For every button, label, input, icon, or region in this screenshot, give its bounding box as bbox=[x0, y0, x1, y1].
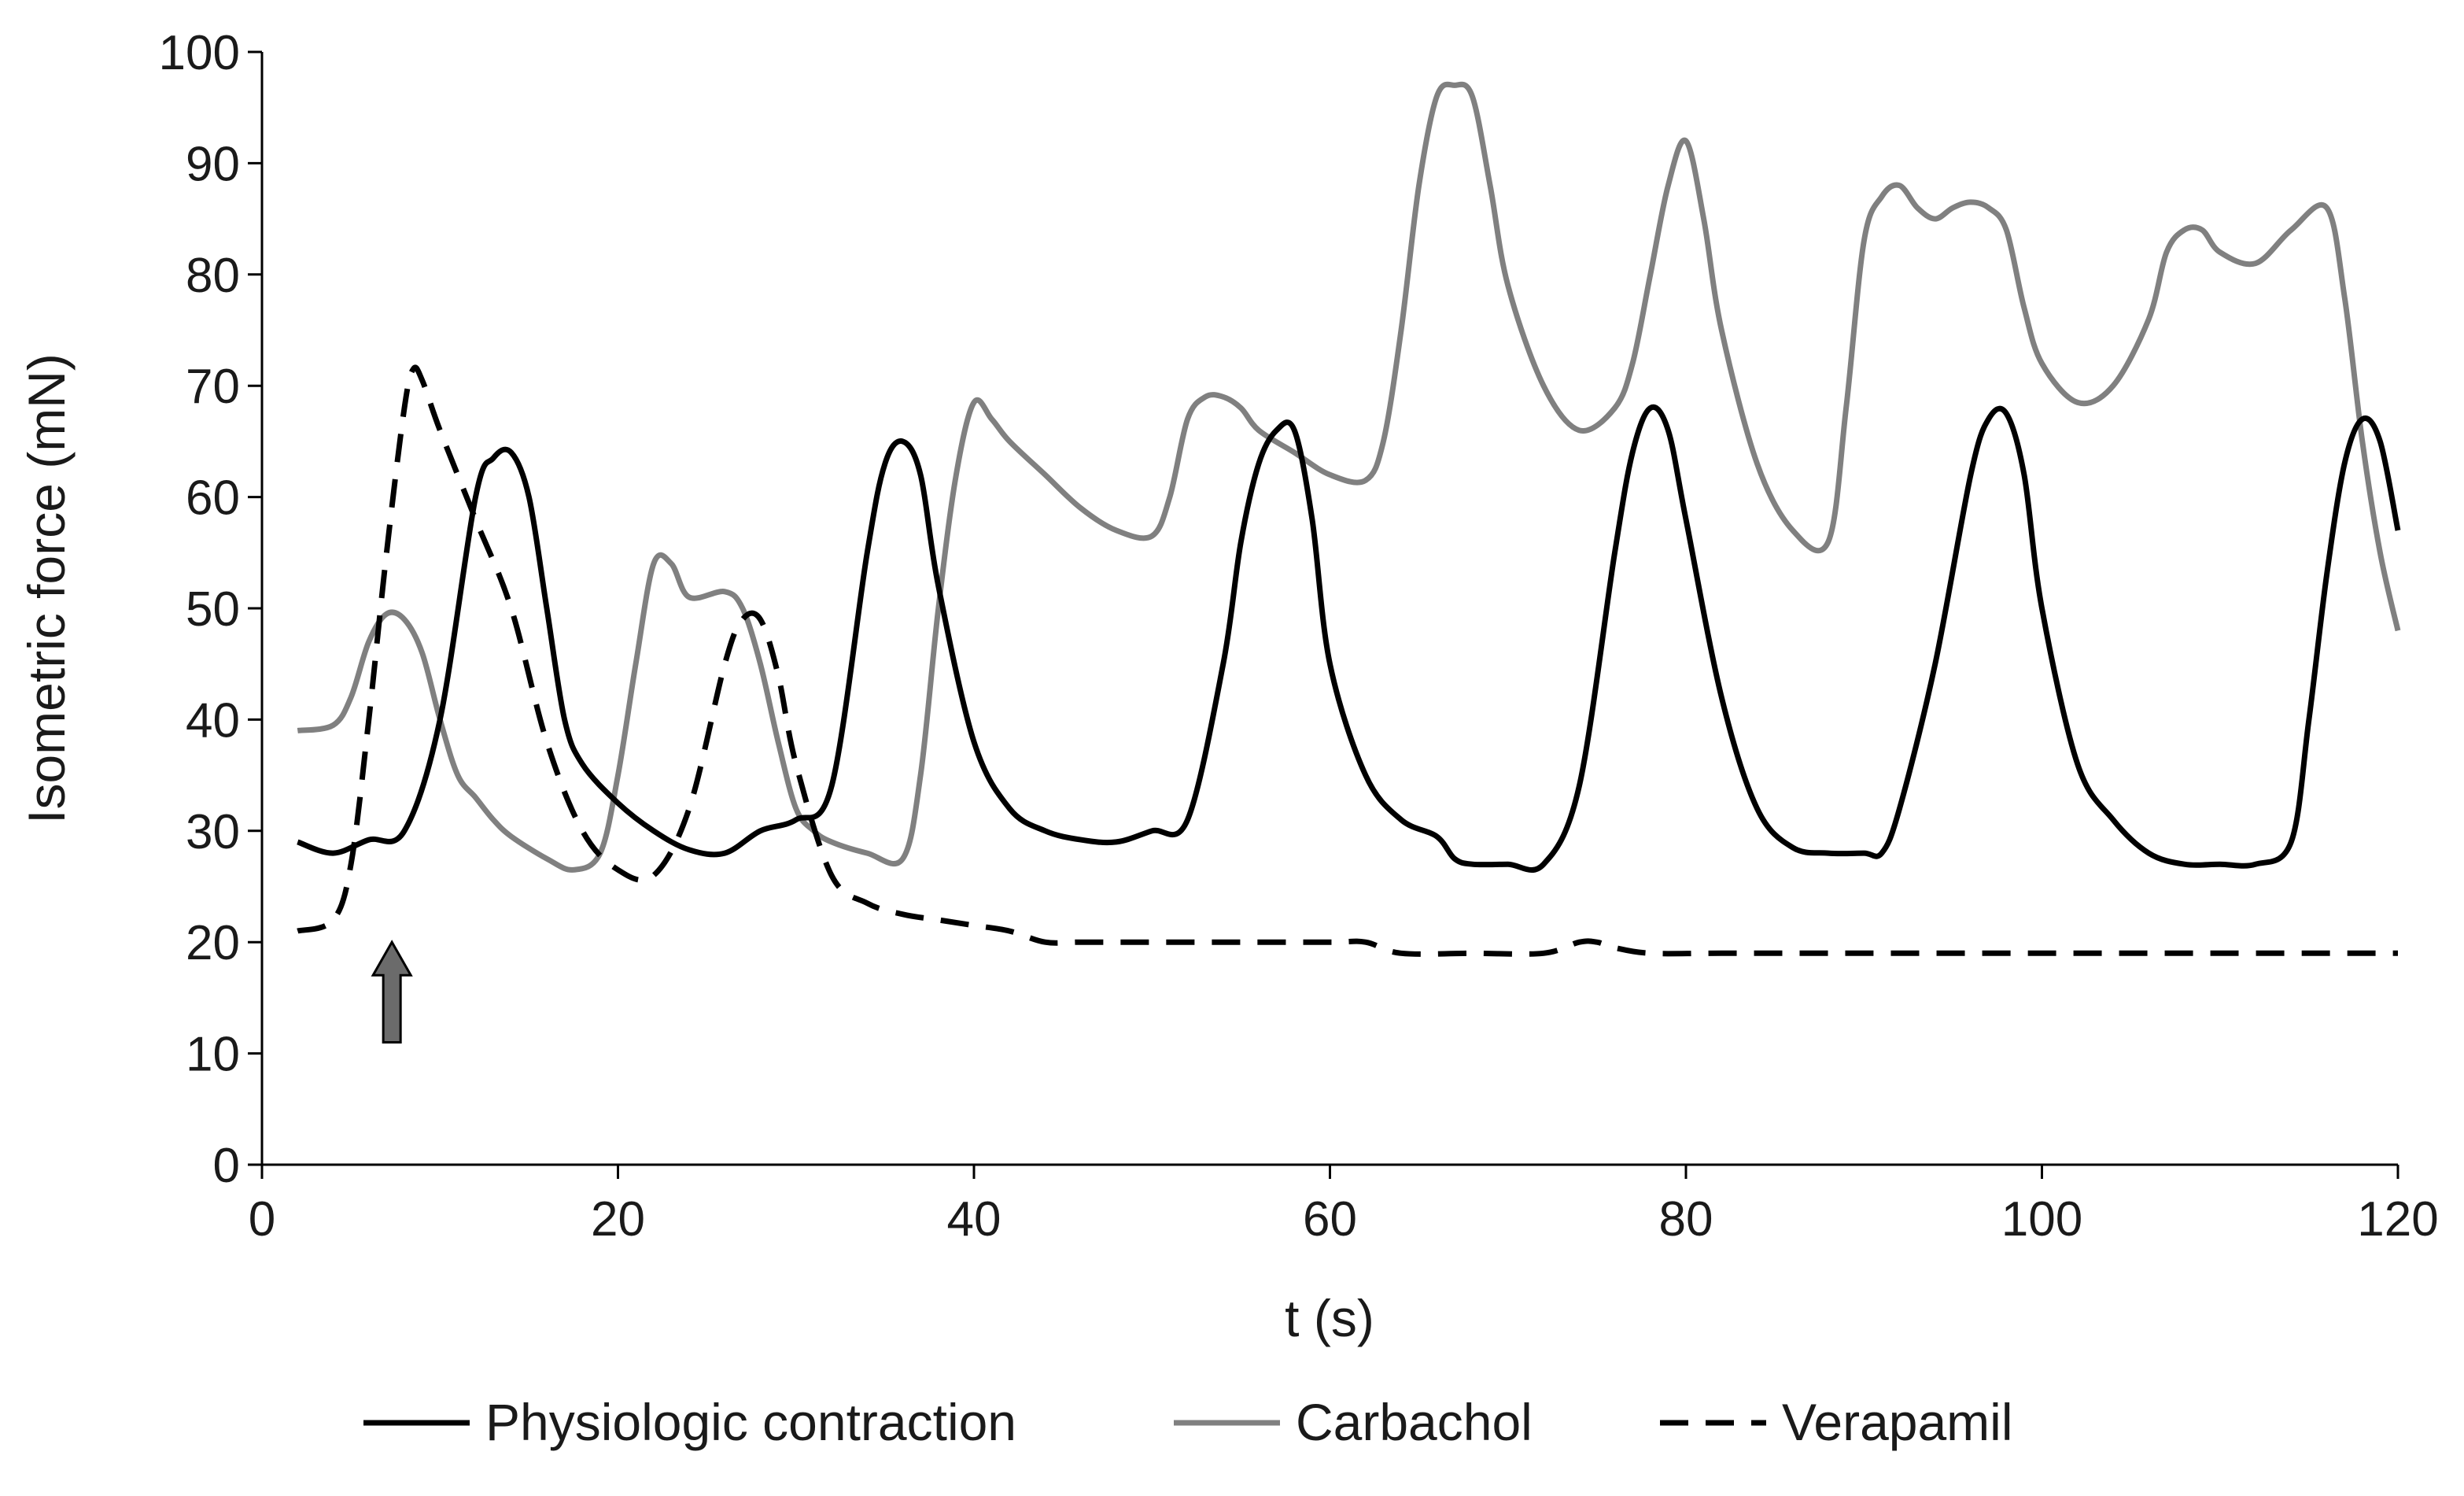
series-lines bbox=[297, 81, 2401, 957]
arrow-up-icon bbox=[371, 940, 413, 1044]
x-tick-label: 20 bbox=[591, 1192, 645, 1247]
legend: Physiologic contraction Carbachol Verapami… bbox=[363, 1393, 2013, 1451]
y-tick-label: 80 bbox=[186, 249, 240, 303]
legend-label: Physiologic contraction bbox=[485, 1393, 1016, 1451]
y-tick-label: 40 bbox=[186, 693, 240, 748]
y-tick-label: 60 bbox=[186, 471, 240, 526]
x-axis-title: t (s) bbox=[1285, 1289, 1374, 1347]
y-tick-label: 70 bbox=[186, 360, 240, 414]
x-tick-label: 0 bbox=[249, 1192, 275, 1247]
y-tick-label: 10 bbox=[186, 1028, 240, 1082]
y-tick-label: 90 bbox=[186, 137, 240, 191]
x-tick-label: 60 bbox=[1303, 1192, 1357, 1247]
y-tick-label: 20 bbox=[186, 916, 240, 970]
x-tick-label: 40 bbox=[947, 1192, 1001, 1247]
legend-label: Verapamil bbox=[1782, 1393, 2013, 1451]
y-tick-label: 0 bbox=[213, 1139, 240, 1193]
series-line-carbachol bbox=[297, 81, 2401, 873]
axes: 0 10 20 30 40 50 60 70 80 90 100 0 20 40 60 80 100 120 bbox=[159, 26, 2439, 1247]
y-tick-label: 100 bbox=[159, 26, 240, 80]
series-line-physiologic-contraction bbox=[297, 404, 2401, 873]
y-axis-title: Isometric force (mN) bbox=[17, 353, 76, 824]
x-tick-label: 120 bbox=[2357, 1192, 2438, 1247]
x-tick-label: 80 bbox=[1659, 1192, 1713, 1247]
x-tick-label: 100 bbox=[2001, 1192, 2082, 1247]
y-tick-label: 30 bbox=[186, 805, 240, 859]
y-tick-label: 50 bbox=[186, 582, 240, 637]
annotations bbox=[371, 940, 413, 1044]
series-line-verapamil bbox=[297, 364, 2398, 957]
legend-label: Carbachol bbox=[1296, 1393, 1533, 1451]
